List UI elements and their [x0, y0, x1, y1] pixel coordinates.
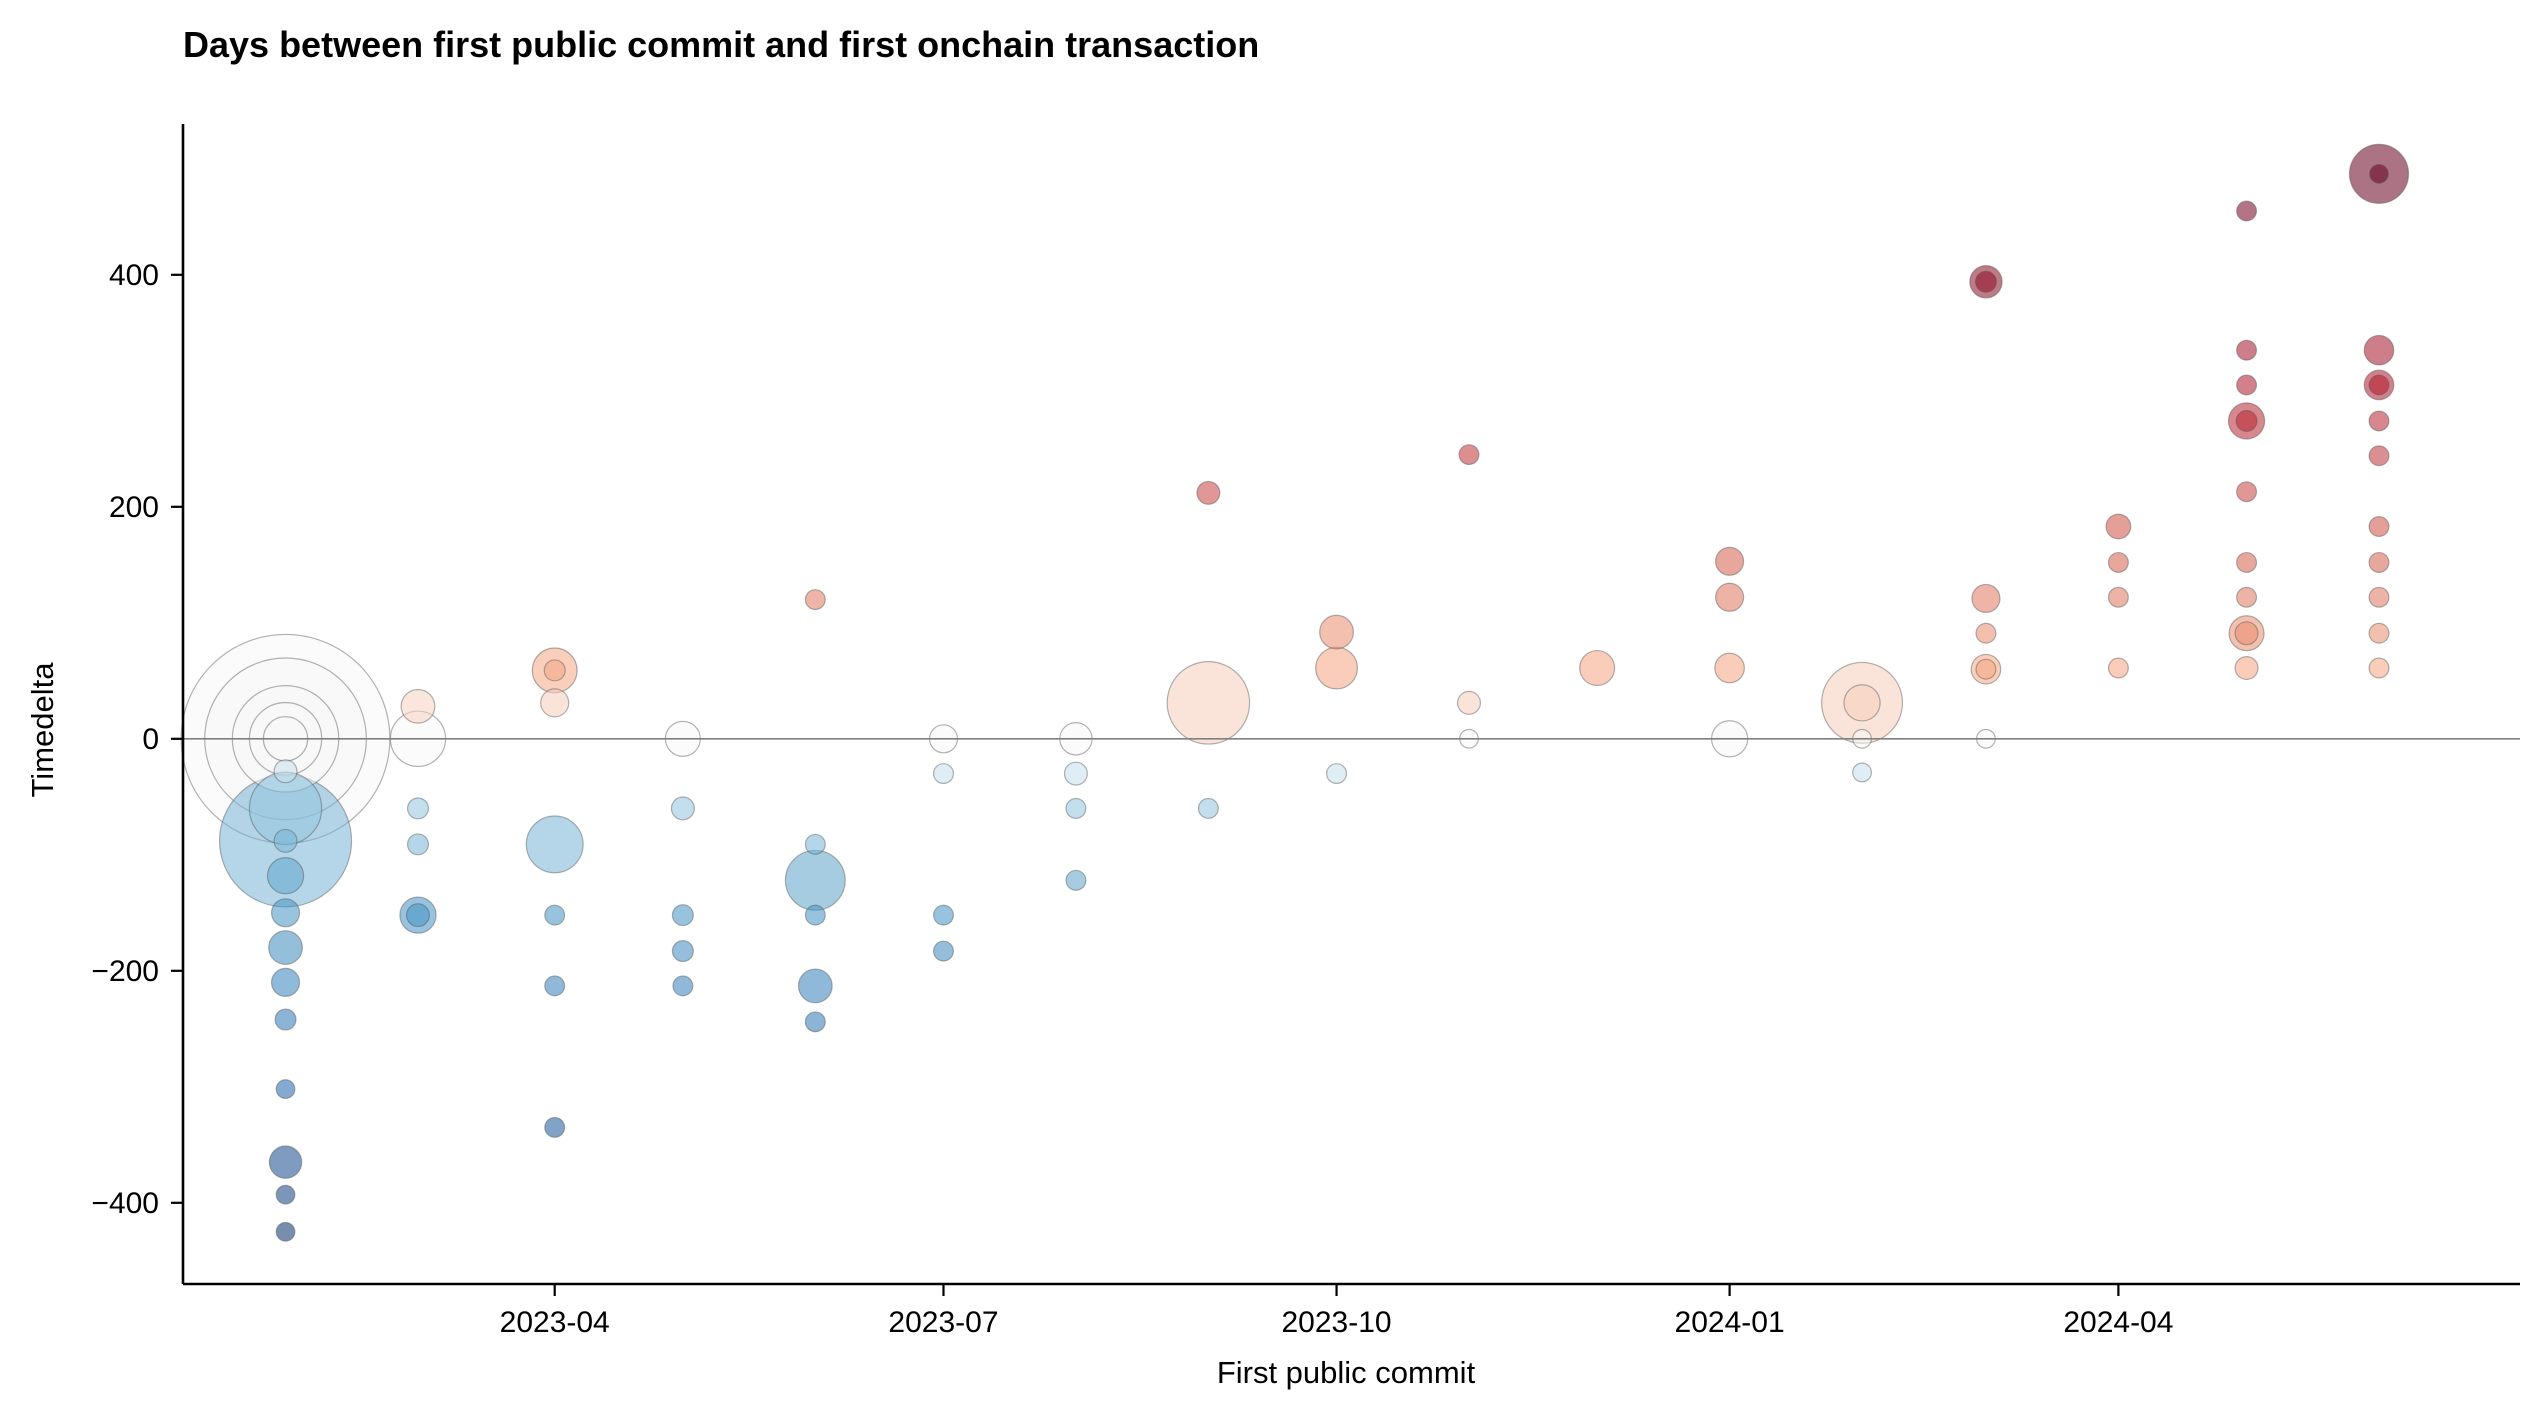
scatter-point: [2236, 481, 2258, 503]
scatter-point: [1065, 797, 1087, 819]
scatter-point: [540, 688, 570, 718]
y-axis-ticks: −400 −200 0 200 400: [91, 259, 183, 1220]
scatter-point: [405, 903, 431, 928]
scatter-point: [671, 940, 694, 963]
scatter-point: [2105, 513, 2132, 540]
scatter-point: [266, 857, 305, 895]
scatter-point: [2236, 200, 2258, 222]
scatter-point: [543, 659, 566, 682]
scatter-point: [406, 797, 430, 820]
scatter-point: [525, 815, 584, 874]
scatter-point: [2368, 445, 2390, 467]
scatter-point: [2236, 374, 2258, 396]
scatter-point: [544, 904, 566, 926]
scatter-point: [804, 1011, 826, 1033]
scatter-point: [1458, 444, 1480, 466]
scatter-point: [670, 796, 695, 821]
y-axis-label: Timedelta: [25, 662, 60, 798]
scatter-point: [1975, 622, 1997, 644]
scatter-point: [2368, 586, 2390, 608]
scatter-point: [1196, 480, 1221, 505]
scatter-point: [1971, 583, 2001, 614]
y-tick-label: 0: [142, 723, 159, 756]
scatter-point: [1063, 761, 1088, 786]
scatter-point: [2369, 163, 2389, 184]
points-layer: [180, 143, 2410, 1242]
scatter-point: [1579, 649, 1616, 687]
scatter-point: [2107, 586, 2129, 608]
scatter-point: [2368, 410, 2390, 432]
scatter-point: [1843, 684, 1881, 722]
scatter-point: [1315, 646, 1359, 690]
scatter-point: [1852, 762, 1872, 783]
x-tick-label: 2023-04: [500, 1306, 610, 1339]
scatter-point: [804, 904, 826, 926]
y-tick-label: 200: [109, 491, 159, 524]
scatter-point: [2235, 409, 2258, 432]
y-tick-label: 400: [109, 259, 159, 292]
scatter-point: [275, 1184, 296, 1205]
scatter-point: [2107, 551, 2129, 573]
x-axis-ticks: 2023-04 2023-07 2023-10 2024-01 2024-04: [500, 1284, 2173, 1339]
y-tick-label: −200: [91, 955, 159, 988]
scatter-point: [544, 975, 566, 997]
scatter-point: [406, 833, 430, 856]
scatter-point: [1714, 652, 1745, 684]
scatter-point: [672, 975, 694, 997]
scatter-point: [2234, 621, 2259, 646]
scatter-point: [1166, 661, 1251, 745]
scatter-point: [804, 833, 826, 855]
scatter-point: [400, 688, 436, 724]
scatter-point: [932, 763, 954, 785]
scatter-point: [270, 898, 301, 928]
scatter-point: [2368, 622, 2390, 644]
scatter-point: [1715, 546, 1745, 576]
scatter-point: [1715, 582, 1745, 612]
scatter-point: [2363, 334, 2395, 366]
scatter-point: [1456, 690, 1482, 715]
scatter-point: [804, 589, 826, 611]
scatter-point: [1319, 614, 1354, 650]
scatter-point: [932, 904, 954, 926]
x-tick-label: 2024-01: [1675, 1306, 1785, 1339]
scatter-point: [932, 940, 954, 962]
scatter-point: [1975, 658, 1997, 680]
scatter-point: [268, 930, 303, 966]
scatter-point: [275, 1079, 296, 1100]
x-tick-label: 2024-04: [2063, 1306, 2173, 1339]
chart-title: Days between first public commit and fir…: [183, 24, 1259, 65]
scatter-point: [2368, 374, 2390, 396]
scatter-point: [2107, 657, 2129, 679]
scatter-point: [2234, 656, 2259, 681]
scatter-point: [797, 968, 833, 1004]
scatter-point: [671, 904, 694, 927]
scatter-point: [2368, 516, 2390, 538]
scatter-point: [273, 828, 298, 853]
scatter-point: [1326, 763, 1348, 785]
scatter-point: [2236, 339, 2258, 361]
scatter-point: [270, 967, 301, 998]
scatter-point: [1065, 869, 1087, 891]
scatter-point: [274, 1008, 297, 1031]
x-tick-label: 2023-10: [1281, 1306, 1391, 1339]
scatter-point: [544, 1116, 566, 1138]
scatter-point: [275, 1221, 296, 1242]
scatter-point: [273, 759, 298, 784]
scatter-point: [2368, 657, 2390, 679]
scatter-point: [2236, 586, 2258, 608]
scatter-point: [2236, 551, 2258, 573]
x-axis-label: First public commit: [1217, 1355, 1476, 1390]
scatter-point: [1974, 270, 1997, 293]
x-tick-label: 2023-07: [888, 1306, 998, 1339]
scatter-point: [2368, 551, 2390, 573]
scatter-point: [268, 1145, 303, 1179]
y-tick-label: −400: [91, 1187, 159, 1220]
scatter-point: [1197, 797, 1219, 819]
scatter-point: [784, 849, 846, 911]
